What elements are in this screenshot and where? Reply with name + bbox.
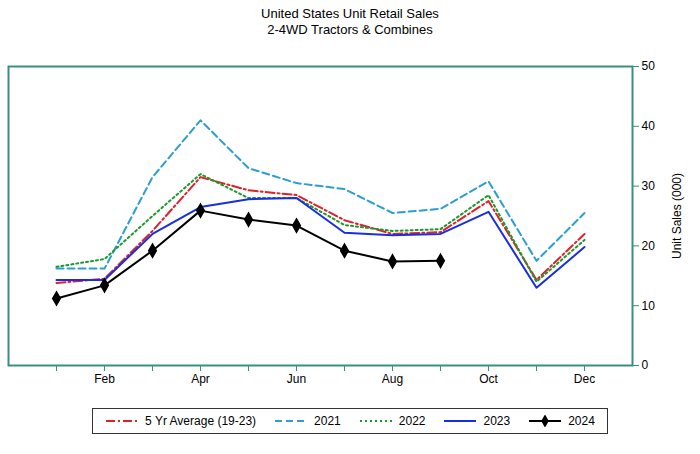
html-text:2022: 2022 xyxy=(398,414,426,428)
html-text:2023: 2023 xyxy=(483,414,511,428)
svg-text:50: 50 xyxy=(642,59,656,73)
svg-text:Unit Sales (000): Unit Sales (000) xyxy=(670,173,684,259)
svg-text:0: 0 xyxy=(642,358,649,372)
svg-text:Aug: Aug xyxy=(382,372,403,386)
html-text:5 Yr Average (19-23): 5 Yr Average (19-23) xyxy=(145,414,257,428)
svg-text:Dec: Dec xyxy=(574,372,595,386)
svg-text:20: 20 xyxy=(642,239,656,253)
svg-text:10: 10 xyxy=(642,299,656,313)
html-text:2-4WD Tractors & Combines: 2-4WD Tractors & Combines xyxy=(267,22,433,37)
svg-text:30: 30 xyxy=(642,179,656,193)
svg-text:40: 40 xyxy=(642,119,656,133)
svg-text:Jun: Jun xyxy=(287,372,306,386)
html-text:2024: 2024 xyxy=(568,414,595,428)
html-text:United States Unit Retail Sale: United States Unit Retail Sales xyxy=(261,6,439,21)
svg-text:Apr: Apr xyxy=(191,372,210,386)
html-text:2021: 2021 xyxy=(314,414,341,428)
svg-text:Oct: Oct xyxy=(479,372,498,386)
svg-text:Feb: Feb xyxy=(94,372,115,386)
